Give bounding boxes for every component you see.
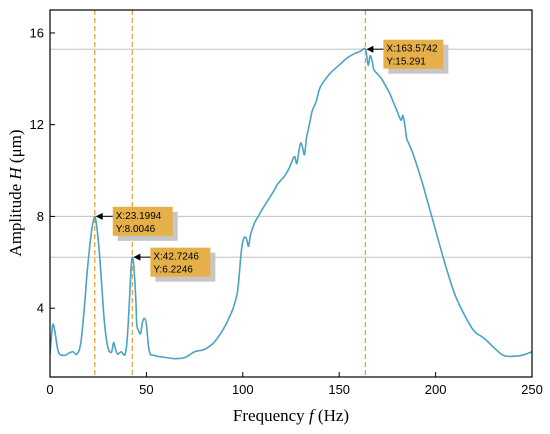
datatip-x-value: X:42.7246 [153, 252, 199, 263]
datatip-2: X:42.7246 Y:6.2246 [133, 247, 216, 282]
annotation-group: X:23.1994 Y:8.0046 X:42.7246 Y:6.2246 X:163.… [95, 39, 449, 282]
datatip-box [383, 39, 444, 69]
datatip-1: X:23.1994 Y:8.0046 [95, 206, 178, 241]
series-group [50, 47, 532, 360]
x-tick-label-250: 250 [521, 382, 543, 397]
y-tick-label-8: 8 [37, 209, 44, 224]
y-axis-title: Amplitude H (μm) [6, 129, 25, 256]
datatip-x-value: X:23.1994 [116, 211, 162, 222]
x-tick-label-200: 200 [425, 382, 447, 397]
datatip-x-value: X:163.5742 [386, 44, 438, 55]
x-tick-label-50: 50 [139, 382, 153, 397]
x-axis-title: Frequency f (Hz) [233, 406, 349, 425]
datatip-3: X:163.5742 Y:15.291 [366, 39, 449, 74]
y-axis-ticks: 4 8 12 16 [30, 25, 55, 316]
datatip-y-value: Y:6.2246 [153, 265, 193, 276]
plot-frame [49, 9, 533, 378]
y-tick-label-12: 12 [30, 117, 44, 132]
datatip-arrow-head [95, 212, 103, 220]
y-tick-label-4: 4 [37, 301, 44, 316]
datatip-arrow-head [133, 253, 141, 261]
vertical-marker-lines [94, 10, 367, 377]
datatip-box [112, 206, 173, 236]
x-axis-ticks: 0 50 100 150 200 250 [46, 372, 543, 397]
datatip-y-value: Y:15.291 [386, 57, 426, 68]
y-tick-label-16: 16 [30, 25, 44, 40]
series-line-1 [50, 47, 532, 360]
x-tick-label-150: 150 [328, 382, 350, 397]
x-tick-label-100: 100 [232, 382, 254, 397]
datatip-y-value: Y:8.0046 [116, 224, 156, 235]
x-tick-label-0: 0 [46, 382, 53, 397]
datatip-box [150, 247, 211, 277]
datatip-arrow-head [366, 45, 374, 53]
